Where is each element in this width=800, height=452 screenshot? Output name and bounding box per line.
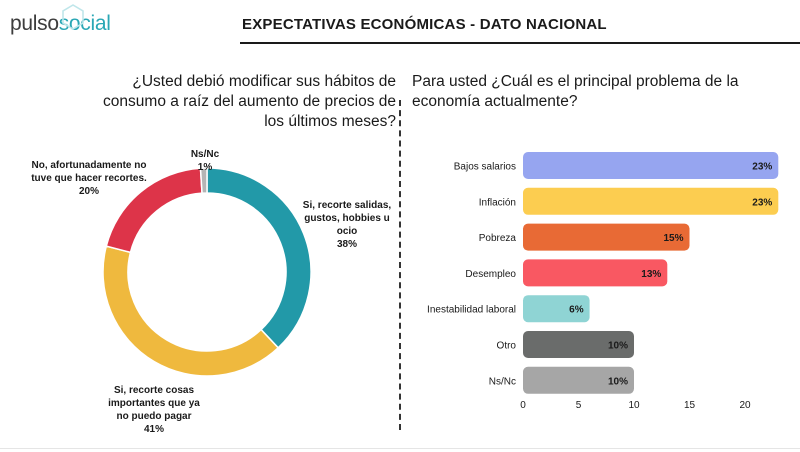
value-label-0: 23% xyxy=(752,162,772,173)
logo-text-social: social xyxy=(58,12,111,35)
donut-label-text: No, afortunadamente no tuve que hacer re… xyxy=(31,160,147,184)
donut-label-value: 41% xyxy=(143,424,164,435)
value-label-5: 10% xyxy=(608,341,628,352)
bar-2 xyxy=(523,223,690,251)
section-divider xyxy=(399,100,401,430)
value-label-1: 23% xyxy=(752,197,772,208)
logo-text-pulso: pulso xyxy=(10,12,59,35)
donut-label-text: Ns/Nc xyxy=(190,149,220,160)
category-label-1: Inflación xyxy=(479,197,516,208)
bar-0 xyxy=(523,152,779,179)
logo-hexagon-icon xyxy=(62,4,84,30)
category-label-3: Desempleo xyxy=(465,269,516,280)
donut-chart xyxy=(102,167,312,377)
value-label-3: 13% xyxy=(641,269,661,280)
donut-label-ns-nc: Ns/Nc 1% xyxy=(180,148,230,174)
value-label-6: 10% xyxy=(608,376,628,387)
page-title: EXPECTATIVAS ECONÓMICAS - DATO NACIONAL xyxy=(242,16,607,33)
bar-1 xyxy=(523,187,779,215)
donut-slice-3 xyxy=(199,167,208,194)
donut-label-text: Si, recorte salidas, gustos, hobbies u o… xyxy=(302,200,392,237)
logo: pulsosocial xyxy=(10,12,111,36)
donut-label-no-recortes: No, afortunadamente no tuve que hacer re… xyxy=(28,159,150,198)
value-label-2: 15% xyxy=(663,233,683,244)
donut-label-si-recorte-salidas: Si, recorte salidas, gustos, hobbies u o… xyxy=(302,199,392,251)
category-label-5: Otro xyxy=(497,341,517,352)
bottom-border xyxy=(0,448,800,449)
category-label-0: Bajos salarios xyxy=(454,162,516,173)
x-tick-label-3: 15 xyxy=(684,400,696,411)
category-label-4: Inestabilidad laboral xyxy=(427,305,516,316)
donut-label-value: 1% xyxy=(197,162,213,173)
x-tick-label-4: 20 xyxy=(739,400,751,411)
bar-3 xyxy=(523,259,668,287)
bar-4 xyxy=(523,295,590,323)
x-tick-label-0: 0 xyxy=(520,400,526,411)
donut-chart-question: ¿Usted debió modificar sus hábitos de co… xyxy=(103,73,396,130)
value-label-4: 6% xyxy=(569,305,584,316)
x-tick-label-1: 5 xyxy=(576,400,582,411)
category-label-6: Ns/Nc xyxy=(489,376,516,387)
bar-5 xyxy=(523,331,634,358)
title-underline xyxy=(240,42,800,44)
donut-label-text: Si, recorte cosas importantes que ya no … xyxy=(108,385,200,422)
category-label-2: Pobreza xyxy=(479,233,517,244)
x-tick-label-2: 10 xyxy=(628,400,640,411)
bar-chart-question: Para usted ¿Cuál es el principal problem… xyxy=(412,73,739,110)
donut-label-value: 20% xyxy=(78,186,99,197)
bar-6 xyxy=(523,366,634,394)
donut-label-si-recorte-importantes: Si, recorte cosas importantes que ya no … xyxy=(104,384,204,436)
donut-label-value: 38% xyxy=(336,239,357,250)
